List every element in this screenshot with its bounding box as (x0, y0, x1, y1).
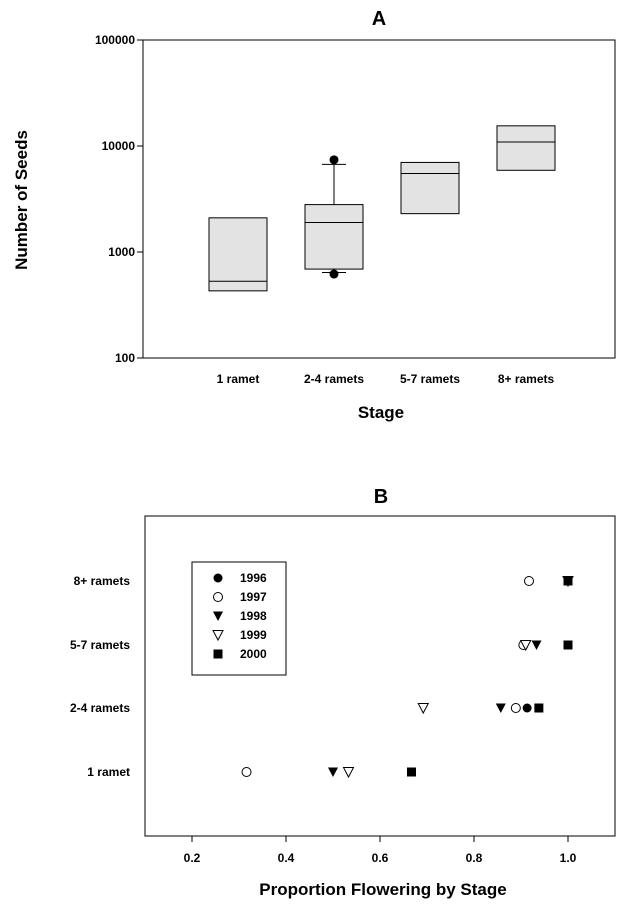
x-tick-label: 5-7 ramets (400, 372, 460, 386)
y-tick-label: 100000 (95, 33, 135, 47)
data-point (417, 703, 430, 715)
y-tick-label: 8+ ramets (74, 574, 131, 588)
box-body (304, 204, 364, 270)
panel-b-x-axis-title: Proportion Flowering by Stage (259, 880, 506, 899)
legend-label: 1998 (240, 609, 267, 623)
x-tick-label: 1 ramet (217, 372, 260, 386)
legend-box (191, 561, 287, 676)
legend-marker (213, 592, 223, 602)
series-1998 (328, 576, 573, 777)
panel-b-points (241, 576, 574, 779)
panel-a-y-axis-title: Number of Seeds (12, 130, 31, 270)
series-1996 (406, 576, 573, 777)
box-body (208, 217, 268, 292)
legend-marker (213, 573, 223, 583)
data-point (406, 767, 416, 777)
x-tick-label: 0.4 (278, 851, 295, 865)
y-tick-label: 2-4 ramets (70, 701, 130, 715)
box-3 (400, 161, 460, 215)
data-point (510, 703, 521, 713)
legend-label: 1996 (240, 571, 267, 585)
panel-b-legend: 1996 1997 1998 1999 2000 (191, 561, 287, 676)
y-tick-label: 1 ramet (87, 765, 130, 779)
panel-a-x-axis: 1 ramet 2-4 ramets 5-7 ramets 8+ ramets (217, 372, 555, 386)
data-point (523, 576, 534, 586)
data-point (522, 703, 532, 713)
x-tick-label: 8+ ramets (498, 372, 555, 386)
series-2000 (406, 576, 573, 777)
legend-marker (212, 630, 224, 642)
data-point (241, 767, 252, 777)
outlier-point (329, 155, 339, 165)
panel-b-x-axis: 0.2 0.4 0.6 0.8 1.0 (184, 836, 577, 865)
box-body (400, 161, 460, 215)
legend-label: 1997 (240, 590, 267, 604)
outlier-point (329, 269, 339, 279)
y-tick-label: 10000 (102, 139, 136, 153)
box-4 (496, 125, 556, 171)
panel-a-y-axis: 100 1000 10000 100000 (95, 33, 143, 365)
panel-a-box-plot: A 100 1000 10000 100000 1 ramet 2-4 ramets 5-… (12, 8, 616, 422)
x-tick-label: 1.0 (560, 851, 577, 865)
box-1 (208, 217, 268, 292)
data-point (519, 640, 532, 652)
panel-b-y-axis: 1 ramet 2-4 ramets 5-7 ramets 8+ ramets (70, 574, 130, 779)
panel-b-title: B (374, 486, 388, 508)
legend-label: 1999 (240, 628, 267, 642)
data-point (563, 640, 573, 650)
x-tick-label: 0.2 (184, 851, 201, 865)
series-1999 (342, 576, 574, 779)
x-tick-label: 2-4 ramets (304, 372, 364, 386)
y-tick-label: 5-7 ramets (70, 638, 130, 652)
data-point (563, 576, 573, 586)
data-point (342, 767, 355, 779)
y-tick-label: 100 (115, 351, 135, 365)
box-body (496, 125, 556, 171)
panel-b-scatter-plot: B 0.2 0.4 0.6 0.8 1.0 1 ramet 2-4 ramets 5-7 r… (70, 486, 616, 899)
legend-marker (213, 611, 223, 621)
panel-a-x-axis-title: Stage (358, 403, 404, 422)
box-2 (304, 155, 364, 279)
x-tick-label: 0.8 (466, 851, 483, 865)
data-point (328, 767, 338, 777)
legend-label: 2000 (240, 647, 267, 661)
panel-a-frame (142, 39, 616, 359)
data-point (495, 703, 506, 713)
data-point (531, 640, 542, 650)
data-point (534, 703, 544, 713)
legend-marker (213, 649, 223, 659)
panel-a-boxes (208, 125, 556, 292)
panel-a-title: A (372, 8, 386, 30)
x-tick-label: 0.6 (372, 851, 389, 865)
y-tick-label: 1000 (108, 245, 135, 259)
